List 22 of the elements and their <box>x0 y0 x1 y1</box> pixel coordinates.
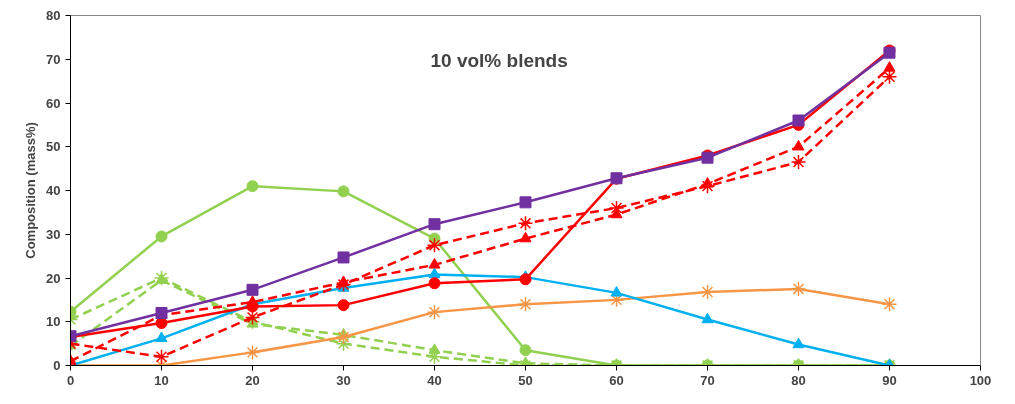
x-tick-label: 40 <box>427 372 442 388</box>
y-tick-label: 80 <box>46 8 61 23</box>
y-tick-label: 20 <box>46 270 61 286</box>
y-tick-label: 10 <box>46 314 61 330</box>
y-tick-label: 60 <box>46 95 61 111</box>
text: 10 vol% blends <box>430 49 568 71</box>
y-tick-label: 70 <box>46 51 61 67</box>
x-tick-label: 10 <box>154 372 169 388</box>
y-tick-label: 50 <box>46 139 61 155</box>
y-tick-label: 30 <box>46 226 61 242</box>
x-tick-label: 80 <box>791 372 806 388</box>
x-tick-label: 50 <box>518 372 533 388</box>
x-tick-label: 60 <box>609 372 624 388</box>
y-axis-title: Composition (mass%) <box>23 122 39 259</box>
x-tick-label: 70 <box>700 372 715 388</box>
x-tick-label: 100 <box>969 372 992 388</box>
y-tick-label: 40 <box>46 183 61 198</box>
x-tick-label: 20 <box>245 372 260 388</box>
x-tick-label: 0 <box>66 372 75 388</box>
x-tick-label: 30 <box>336 372 351 388</box>
y-tick-label: 0 <box>53 358 61 373</box>
x-tick-label: 90 <box>882 372 897 388</box>
